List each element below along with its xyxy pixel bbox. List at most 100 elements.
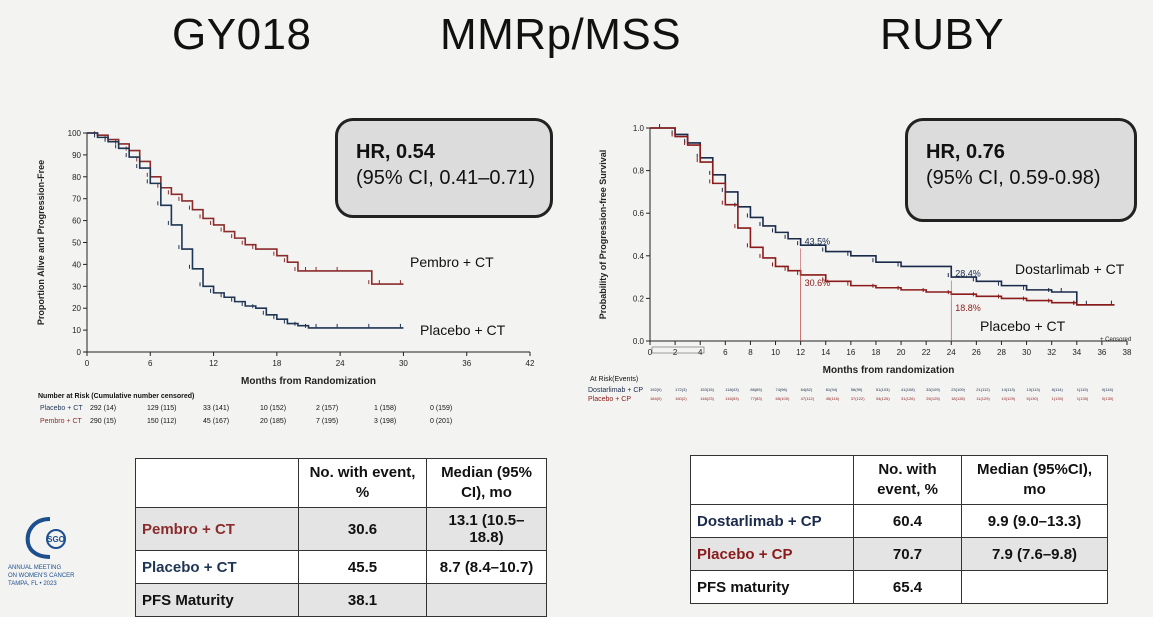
x-tick-label: 30 (1022, 348, 1031, 357)
x-tick-label: 28 (997, 348, 1006, 357)
row-label: Dostarlimab + CP (690, 504, 854, 538)
landmark-annotation: 18.8% (955, 303, 981, 313)
risk-value: 118(43) (725, 387, 739, 392)
x-tick-label: 30 (399, 359, 408, 368)
x-tick-label: 38 (1123, 348, 1132, 357)
risk-value: 25(125) (926, 396, 940, 401)
x-tick-label: 4 (698, 348, 703, 357)
risk-value: 290 (15) (90, 418, 117, 425)
landmark-annotation: 43.5% (805, 236, 831, 246)
y-tick-label: 0.4 (633, 252, 645, 261)
risk-value: 34(126) (875, 396, 890, 401)
right-hr-ci: (95% CI, 0.59-0.98) (926, 167, 1101, 189)
risk-value: 21(112) (976, 387, 990, 392)
series-label: Pembro + CT (410, 254, 494, 270)
risk-value: 1(115) (1076, 387, 1088, 392)
y-tick-label: 0.0 (633, 337, 645, 346)
risk-value: 65(100) (775, 396, 790, 401)
left-risk-title: Number at Risk (Cumulative number censor… (38, 393, 195, 400)
risk-value: 33(109) (926, 387, 940, 392)
landmark-annotation: 28.4% (955, 269, 981, 279)
risk-value: 41(108) (901, 387, 915, 392)
y-tick-label: 0.8 (633, 167, 645, 176)
risk-row-label: Placebo + CT (40, 405, 83, 412)
left-summary-table: No. with event, % Median (95% CI), mo Pe… (135, 458, 547, 617)
sgo-logo-mark: SGO (47, 535, 65, 544)
x-tick-label: 34 (1072, 348, 1081, 357)
table-header-row: No. with event, % Median (95% CI), mo (135, 458, 547, 508)
risk-value: 153(15) (700, 387, 714, 392)
risk-row-label: Placebo + CP (588, 396, 631, 403)
left-hr-value: HR, 0.54 (356, 141, 435, 163)
y-axis-label: Probability of Progression-free Survival (598, 150, 608, 320)
ruby-km-chart: 0 2 4 6 8 10 12 14 16 18 20 22 24 26 28 30 32 34 36 380.00.… (598, 124, 1132, 376)
risk-value: 116(53) (725, 396, 739, 401)
y-tick-label: 0 (77, 348, 82, 357)
x-tick-label: 42 (526, 359, 535, 368)
risk-value: 31(126) (901, 396, 915, 401)
y-tick-label: 30 (72, 282, 81, 291)
x-tick-label: 36 (462, 359, 471, 368)
row-event: 65.4 (853, 570, 962, 604)
x-tick-label: 22 (922, 348, 931, 357)
row-event: 45.5 (298, 550, 427, 584)
table-row: Placebo + CP 70.7 7.9 (7.6–9.8) (690, 537, 1108, 571)
row-median: 13.1 (10.5–18.8) (426, 507, 547, 551)
x-axis-label: Months from Randomization (241, 376, 376, 387)
y-tick-label: 1.0 (633, 124, 645, 133)
risk-value: 13(113) (1026, 387, 1041, 392)
risk-value: 1(130) (1051, 396, 1064, 401)
risk-value: 47(112) (800, 396, 815, 401)
header-empty (690, 455, 854, 505)
y-tick-label: 70 (72, 195, 81, 204)
header-median: Median (95% CI), mo (426, 458, 547, 508)
x-tick-label: 36 (1097, 348, 1106, 357)
km-curve-placebo (87, 132, 404, 329)
row-label: Pembro + CT (135, 507, 299, 551)
risk-value: 37(122) (850, 396, 865, 401)
series-label: Placebo + CT (980, 318, 1066, 334)
right-hr-value: HR, 0.76 (926, 141, 1005, 163)
right-summary-table: No. with event, % Median (95%CI), mo Dos… (690, 455, 1108, 604)
km-curve-treatment (87, 132, 404, 285)
risk-value: 292 (14) (90, 405, 117, 412)
row-event: 30.6 (298, 507, 427, 551)
landmark-annotation: 30.6% (805, 278, 831, 288)
logo-line-1: ANNUAL MEETING (8, 565, 62, 571)
header-median: Median (95%CI), mo (961, 455, 1108, 505)
header-events: No. with event, % (298, 458, 427, 508)
risk-value: 8(114) (1051, 387, 1063, 392)
y-tick-label: 60 (72, 217, 81, 226)
risk-value: 56(99) (850, 387, 863, 392)
risk-value: 10(129) (1001, 396, 1016, 401)
x-tick-label: 18 (871, 348, 880, 357)
header-empty (135, 458, 299, 508)
x-tick-label: 12 (209, 359, 218, 368)
x-tick-label: 2 (673, 348, 678, 357)
y-tick-label: 0.6 (633, 209, 645, 218)
y-axis-label: Proportion Alive and Progression-Free (36, 160, 46, 325)
risk-row-label: Pembro + CT (40, 418, 82, 425)
risk-value: 172(3) (675, 387, 687, 392)
risk-value: 45(116) (825, 396, 840, 401)
risk-value: 77(83) (750, 396, 762, 401)
table-row: PFS maturity 65.4 (690, 570, 1108, 604)
header-events: No. with event, % (853, 455, 962, 505)
x-tick-label: 10 (771, 348, 780, 357)
gy018-km-chart: 0 6 12 18 24 30 36 42 0 10 20 30 40 50 60 70 80 90 100 Mont… (36, 129, 535, 387)
y-tick-label: 20 (72, 304, 81, 313)
risk-value: 20 (185) (260, 418, 287, 425)
y-tick-label: 90 (72, 151, 81, 160)
right-hr-box: HR, 0.76 (95% CI, 0.59-0.98) (905, 118, 1137, 222)
row-median: 7.9 (7.6–9.8) (961, 537, 1108, 571)
x-tick-label: 26 (972, 348, 981, 357)
table-row: Placebo + CT 45.5 8.7 (8.4–10.7) (135, 550, 547, 584)
table-row: Pembro + CT 30.6 13.1 (10.5–18.8) (135, 507, 547, 551)
x-tick-label: 6 (148, 359, 153, 368)
risk-value: 0 (201) (430, 418, 453, 425)
series-label: Dostarlimab + CT (1015, 261, 1125, 277)
x-tick-label: 12 (796, 348, 805, 357)
risk-value: 51(103) (875, 387, 890, 392)
logo-line-2: ON WOMEN'S CANCER (8, 573, 75, 579)
y-tick-label: 100 (68, 129, 82, 138)
